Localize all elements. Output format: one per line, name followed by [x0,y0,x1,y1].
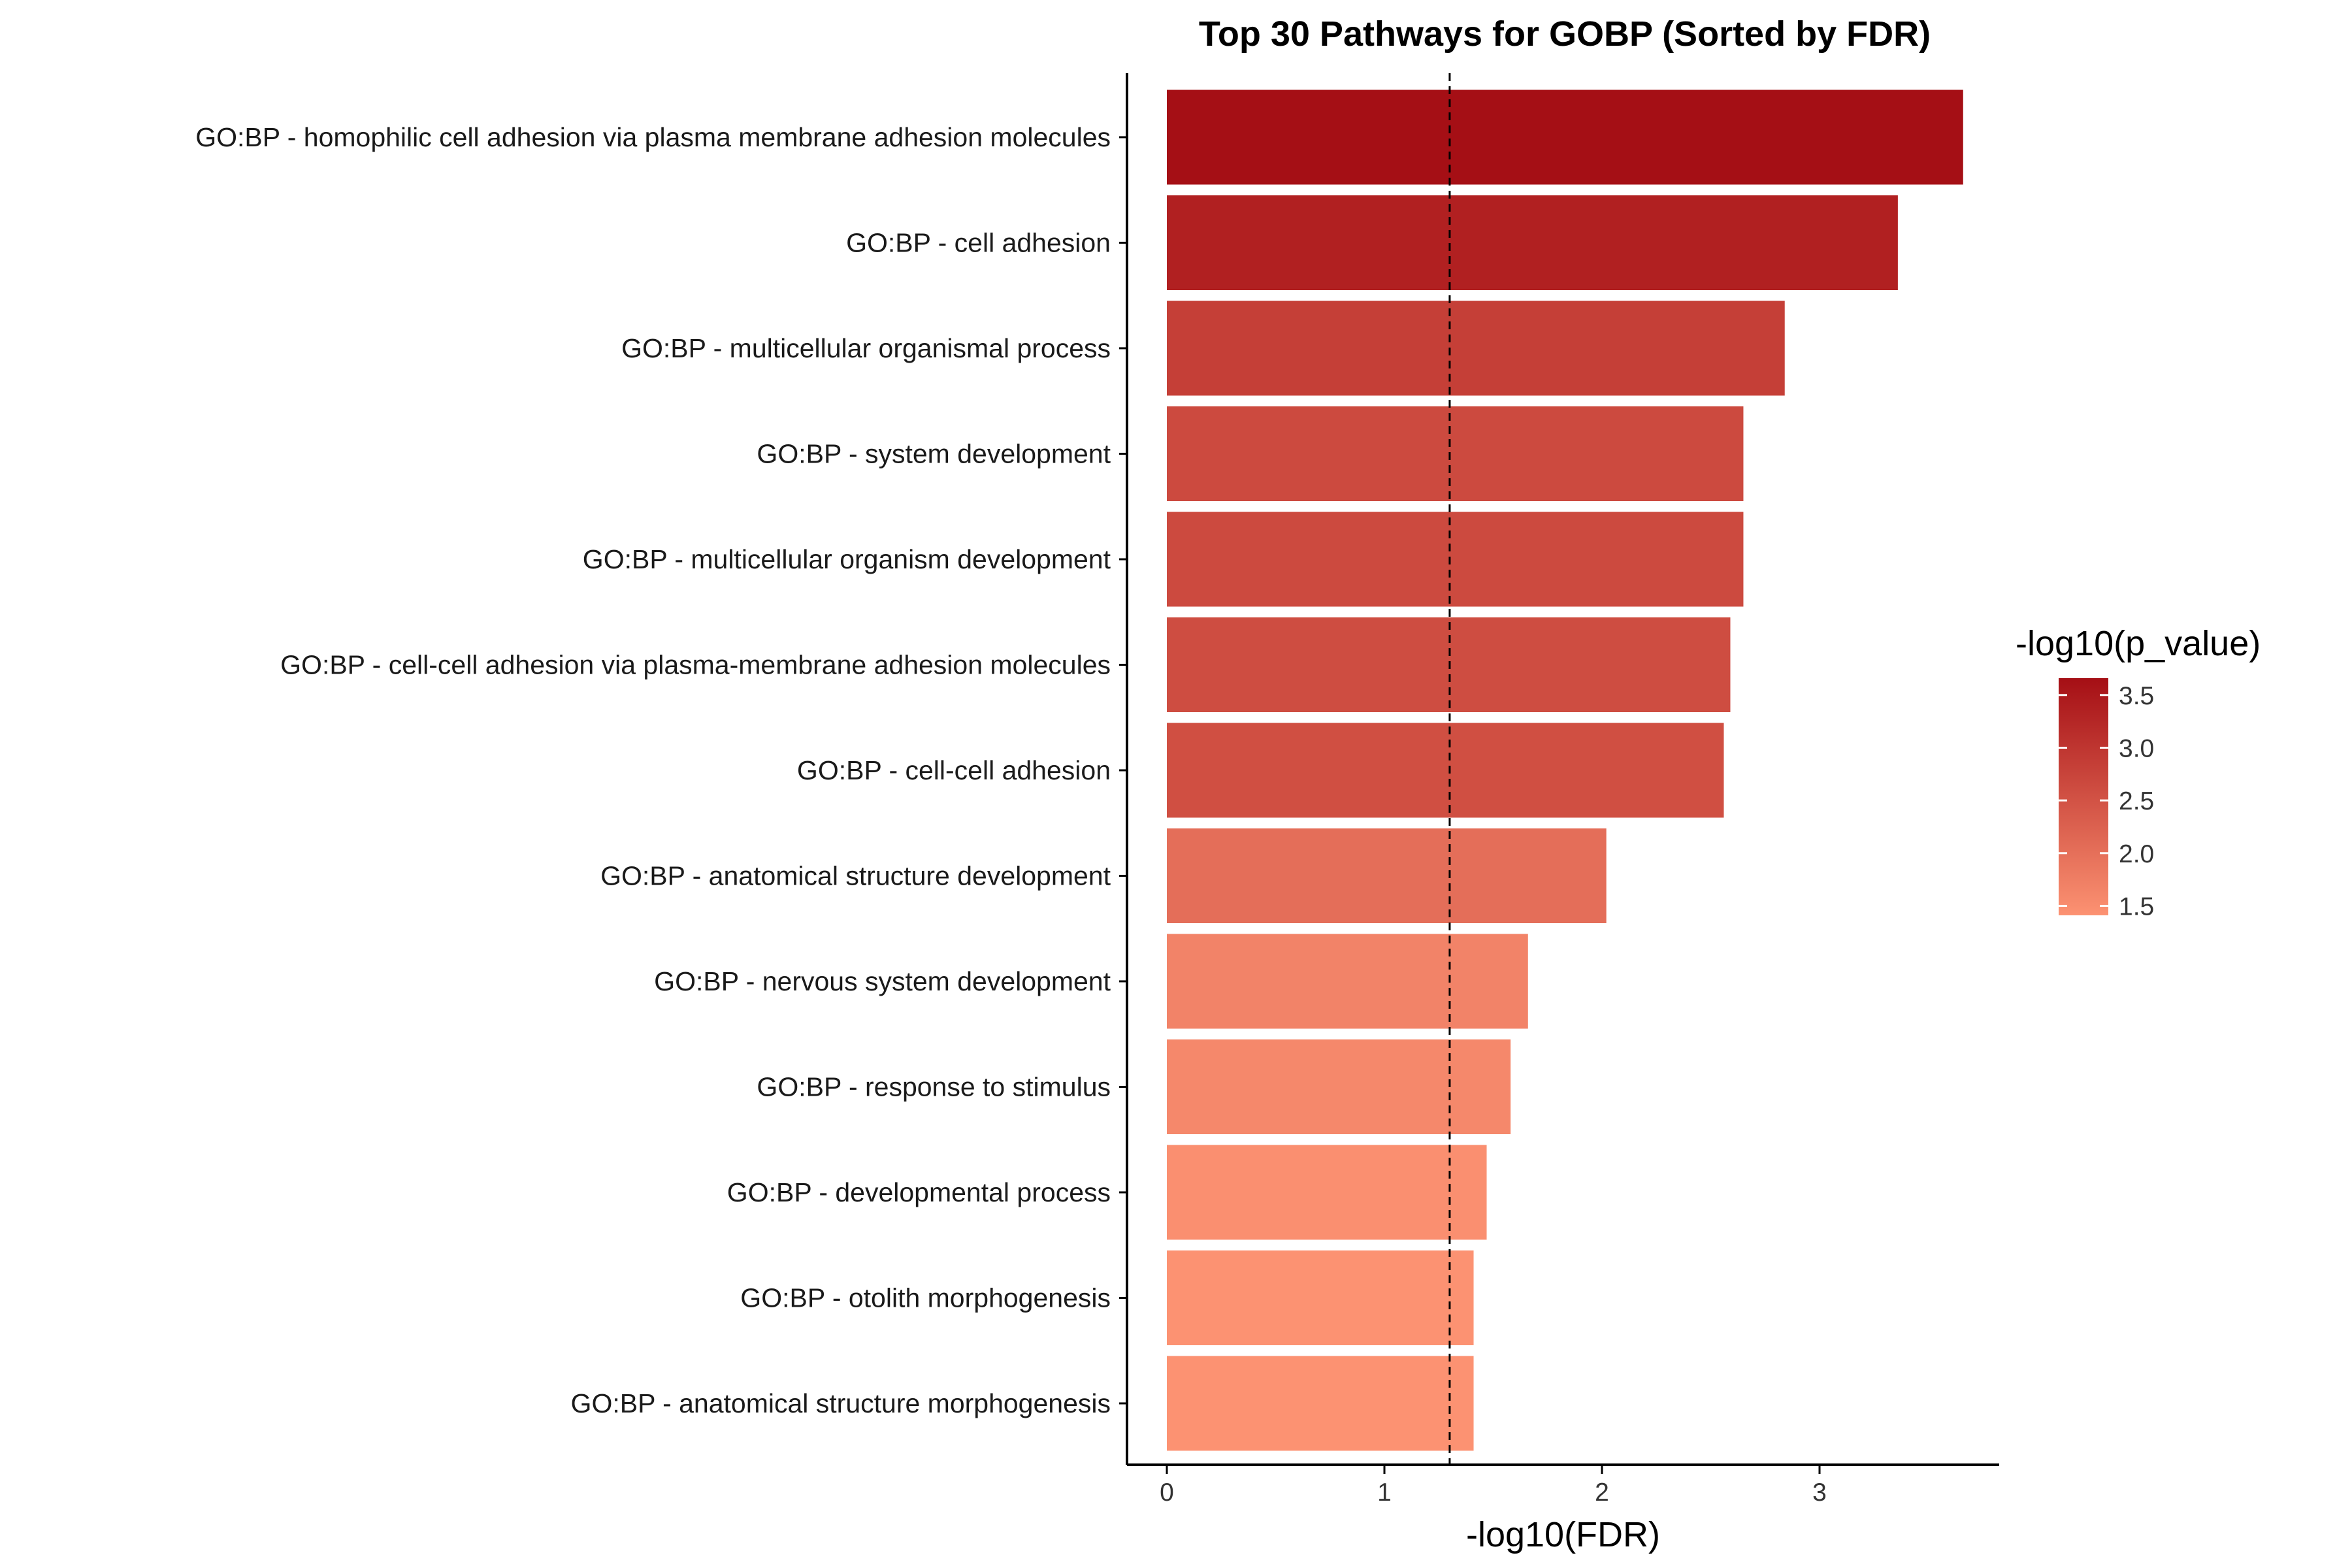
bar [1167,1039,1511,1134]
legend: -log10(p_value) 3.5 3.0 2.5 2.0 1.5 [2016,624,2261,921]
legend-tick-label: 1.5 [2119,892,2154,921]
category-label: GO:BP - otolith morphogenesis [740,1283,1111,1313]
bar [1167,301,1785,396]
legend-colorbar [2059,678,2108,915]
x-tick-label: 3 [1812,1478,1827,1507]
bar [1167,406,1744,501]
category-label: GO:BP - anatomical structure morphogenes… [571,1388,1111,1418]
category-label: GO:BP - developmental process [727,1177,1111,1207]
bar [1167,1145,1487,1240]
legend-ticks: 3.5 3.0 2.5 2.0 1.5 [2059,682,2154,921]
category-label: GO:BP - anatomical structure development [600,861,1111,891]
category-labels: GO:BP - homophilic cell adhesion via pla… [195,122,1127,1418]
bar [1167,934,1528,1029]
bar [1167,617,1731,712]
bar [1167,1356,1474,1451]
category-label: GO:BP - nervous system development [654,966,1111,996]
legend-tick-label: 2.0 [2119,840,2154,868]
category-label: GO:BP - cell-cell adhesion via plasma-me… [280,650,1111,680]
category-label: GO:BP - cell-cell adhesion [797,755,1111,785]
x-axis-label: -log10(FDR) [1466,1515,1660,1554]
category-label: GO:BP - multicellular organismal process [621,333,1111,363]
category-label: GO:BP - homophilic cell adhesion via pla… [195,122,1111,152]
bar [1167,1250,1474,1345]
x-tick-label: 2 [1595,1478,1609,1507]
x-tick-label: 0 [1160,1478,1174,1507]
bars-layer [1167,90,1963,1451]
category-label: GO:BP - cell adhesion [846,228,1111,258]
bar [1167,512,1744,607]
legend-tick-label: 2.5 [2119,787,2154,815]
legend-tick-label: 3.0 [2119,734,2154,762]
chart-title: Top 30 Pathways for GOBP (Sorted by FDR) [1199,14,1931,54]
legend-title: -log10(p_value) [2016,624,2261,663]
bar [1167,195,1898,290]
bar [1167,90,1963,185]
category-label: GO:BP - response to stimulus [757,1072,1111,1102]
category-label: GO:BP - multicellular organism developme… [583,544,1111,574]
legend-tick-label: 3.5 [2119,682,2154,710]
bar [1167,723,1724,818]
bar [1167,828,1607,923]
x-axis-ticks: 0 1 2 3 [1160,1465,1827,1507]
x-tick-label: 1 [1377,1478,1392,1507]
category-label: GO:BP - system development [757,439,1111,469]
